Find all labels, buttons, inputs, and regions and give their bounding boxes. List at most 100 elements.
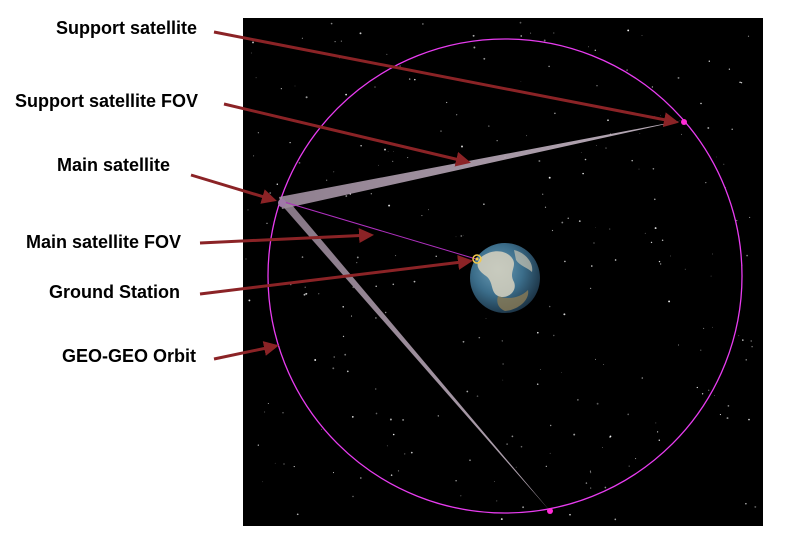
- star: [483, 57, 486, 60]
- star: [554, 112, 556, 115]
- star: [345, 93, 347, 96]
- star: [462, 340, 465, 343]
- star: [342, 306, 344, 308]
- star: [716, 156, 718, 158]
- star: [603, 364, 605, 365]
- star: [466, 390, 469, 393]
- star: [392, 433, 395, 436]
- arrow-main-satellite-fov: [199, 228, 374, 245]
- star: [301, 256, 304, 258]
- star: [496, 500, 498, 502]
- star: [738, 335, 740, 337]
- star: [701, 393, 704, 395]
- main-satellite-fov-line: [280, 200, 477, 260]
- star: [359, 477, 362, 479]
- star: [305, 292, 308, 295]
- star: [564, 260, 566, 263]
- star: [750, 340, 752, 342]
- star: [435, 255, 437, 257]
- star: [545, 465, 547, 467]
- star: [333, 171, 335, 173]
- star: [384, 148, 386, 151]
- star: [607, 119, 609, 122]
- star: [282, 412, 284, 414]
- star: [520, 80, 522, 82]
- star: [392, 283, 395, 286]
- star: [469, 459, 471, 462]
- star: [402, 418, 405, 421]
- star: [375, 412, 378, 415]
- star: [269, 192, 272, 194]
- star: [652, 168, 655, 170]
- star: [395, 255, 397, 257]
- star: [582, 172, 584, 175]
- star: [589, 287, 592, 290]
- star: [502, 363, 504, 365]
- star: [548, 176, 551, 179]
- lower-satellite-marker: [547, 508, 553, 514]
- star: [344, 353, 347, 356]
- star: [595, 227, 596, 228]
- star: [659, 114, 661, 116]
- star: [594, 49, 597, 52]
- star: [386, 53, 388, 55]
- star: [289, 141, 291, 144]
- star: [356, 262, 358, 264]
- star: [745, 359, 747, 361]
- star: [551, 229, 554, 232]
- star: [641, 35, 643, 36]
- star: [462, 234, 464, 236]
- star: [714, 395, 716, 396]
- star: [542, 193, 544, 195]
- star: [614, 259, 617, 261]
- star: [635, 458, 637, 460]
- star: [561, 372, 562, 373]
- star: [321, 428, 322, 430]
- star: [543, 39, 546, 42]
- star: [745, 503, 747, 505]
- star: [553, 32, 555, 34]
- star: [414, 78, 416, 81]
- star: [293, 466, 295, 468]
- star: [375, 317, 377, 319]
- star: [247, 209, 249, 211]
- star: [740, 81, 743, 84]
- star: [573, 433, 576, 436]
- star: [553, 334, 555, 337]
- star: [548, 65, 550, 68]
- star: [539, 368, 541, 370]
- star: [356, 256, 359, 259]
- star: [605, 147, 607, 149]
- arrow-geo-geo-orbit: [213, 341, 279, 361]
- star: [294, 85, 296, 87]
- ground-station-marker: [472, 254, 482, 264]
- star: [472, 34, 475, 37]
- star: [626, 69, 628, 71]
- star: [407, 157, 409, 159]
- star: [684, 268, 686, 270]
- star: [494, 481, 496, 483]
- star: [502, 379, 504, 381]
- star: [267, 403, 269, 405]
- star: [703, 327, 705, 329]
- star: [627, 413, 630, 416]
- star: [501, 340, 503, 342]
- star: [631, 159, 633, 162]
- star: [274, 462, 276, 464]
- star: [520, 445, 523, 448]
- star: [596, 85, 598, 87]
- star: [681, 133, 683, 135]
- star: [298, 162, 301, 164]
- earth: [470, 243, 540, 313]
- star: [389, 418, 392, 421]
- star: [345, 195, 348, 197]
- star: [390, 474, 393, 476]
- geo-geo-orbit-circle: [267, 38, 743, 514]
- star: [397, 470, 400, 472]
- star: [520, 35, 522, 37]
- star: [351, 415, 354, 418]
- star: [374, 86, 376, 88]
- label-support-satellite-fov: Support satellite FOV: [15, 91, 199, 111]
- star: [257, 132, 260, 134]
